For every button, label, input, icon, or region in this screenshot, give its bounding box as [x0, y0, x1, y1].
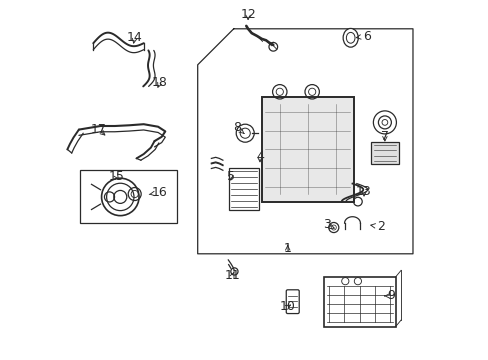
- Text: 16: 16: [149, 186, 167, 199]
- Text: 17: 17: [91, 123, 106, 136]
- Text: 2: 2: [370, 220, 385, 233]
- Text: 6: 6: [356, 30, 370, 42]
- Text: 14: 14: [126, 31, 142, 44]
- Text: 4: 4: [256, 150, 264, 163]
- Bar: [370, 142, 399, 164]
- FancyBboxPatch shape: [285, 290, 299, 314]
- Bar: [80, 170, 177, 223]
- Text: 3: 3: [322, 219, 334, 231]
- Text: 9: 9: [384, 289, 394, 302]
- Ellipse shape: [343, 28, 358, 47]
- Ellipse shape: [346, 32, 354, 43]
- Text: 11: 11: [224, 269, 240, 282]
- Text: 10: 10: [279, 300, 295, 313]
- Text: 12: 12: [240, 8, 255, 21]
- Bar: [323, 277, 395, 327]
- Text: 7: 7: [380, 130, 388, 143]
- Text: 8: 8: [233, 121, 244, 134]
- Text: 18: 18: [152, 76, 167, 89]
- Text: 1: 1: [283, 242, 291, 255]
- Text: 13: 13: [355, 185, 371, 198]
- Text: 5: 5: [226, 170, 234, 183]
- Bar: [261, 97, 353, 202]
- Bar: [229, 168, 258, 210]
- Text: 15: 15: [108, 170, 124, 183]
